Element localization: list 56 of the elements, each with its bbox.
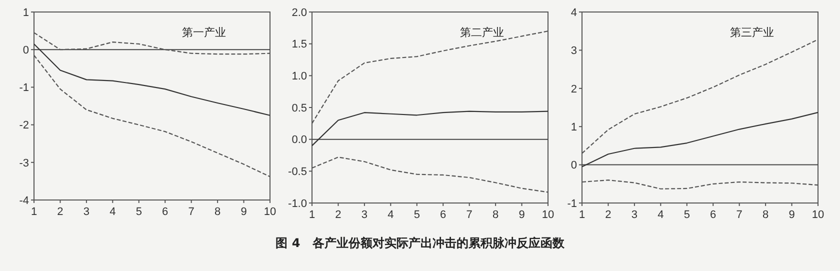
line-series (33, 43, 271, 116)
y-tick-label: 1.0 (292, 70, 307, 83)
x-tick-label: 7 (736, 209, 742, 221)
x-tick-label: 7 (188, 206, 194, 218)
x-tick-label: 3 (83, 206, 90, 218)
y-tick-label: 1 (22, 6, 29, 19)
y-tick-label: 2 (570, 83, 577, 96)
x-tick-label: 4 (388, 209, 394, 221)
y-tick-label: -4 (19, 194, 29, 207)
line-series (311, 110, 549, 146)
y-tick-label: 0 (22, 44, 29, 56)
x-tick-label: 8 (492, 209, 499, 221)
y-tick-label: -1 (567, 198, 577, 210)
x-tick-label: 2 (57, 206, 64, 218)
x-tick-label: 1 (30, 206, 38, 218)
x-tick-label: 6 (440, 209, 446, 221)
x-tick-label: 9 (518, 209, 525, 221)
x-tick-label: 10 (264, 206, 276, 218)
y-tick-label: -1.0 (288, 198, 307, 210)
y-tick-label: 2.0 (292, 6, 307, 19)
x-tick-label: 10 (542, 209, 554, 221)
x-tick-label: 6 (162, 206, 168, 218)
x-tick-label: 5 (136, 206, 142, 218)
x-tick-label: 2 (335, 209, 342, 221)
x-tick-label: 1 (578, 209, 586, 221)
y-tick-label: -3 (19, 157, 29, 170)
x-tick-label: 10 (812, 209, 824, 221)
y-tick-label: -0.5 (288, 166, 307, 178)
text: 第二产业 (460, 26, 504, 39)
x-tick-label: 3 (631, 209, 638, 221)
y-tick-label: -2 (19, 120, 29, 132)
y-tick-label: 1 (570, 121, 577, 134)
y-tick-label: 0.0 (292, 134, 307, 146)
text: 第三产业 (730, 26, 774, 39)
x-tick-label: 9 (788, 209, 795, 221)
y-tick-label: 4 (570, 6, 577, 19)
y-tick-label: 0.5 (292, 102, 307, 114)
x-tick-label: 4 (110, 206, 116, 218)
x-tick-label: 8 (762, 209, 769, 221)
line-series (581, 112, 819, 168)
y-tick-label: -1 (19, 82, 29, 94)
x-tick-label: 9 (240, 206, 247, 218)
y-tick-label: 1.5 (292, 38, 307, 51)
y-tick-label: 0 (570, 160, 577, 172)
x-tick-label: 1 (308, 209, 316, 221)
x-tick-label: 5 (684, 209, 690, 221)
caption: 图 4 各产业份额对实际产出冲击的累积脉冲反应函数 (276, 236, 566, 250)
x-tick-label: 2 (605, 209, 612, 221)
x-tick-label: 6 (710, 209, 716, 221)
x-tick-label: 3 (361, 209, 368, 221)
x-tick-label: 5 (414, 209, 420, 221)
text: 第一产业 (182, 26, 226, 39)
x-tick-label: 7 (466, 209, 472, 221)
y-tick-label: 3 (570, 45, 577, 58)
x-tick-label: 8 (214, 206, 221, 218)
x-tick-label: 4 (658, 209, 664, 221)
